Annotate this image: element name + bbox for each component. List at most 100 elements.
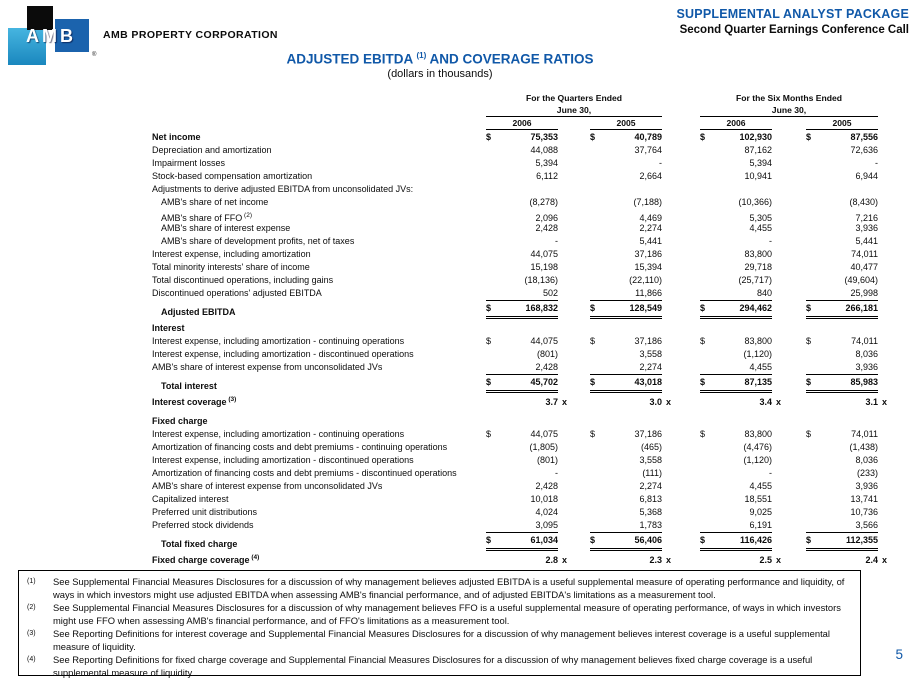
cell-number: 87,162 [744, 145, 772, 155]
cell-number: - [555, 468, 558, 478]
cell-number: 87,135 [744, 377, 772, 387]
cell-number: 2,274 [639, 362, 662, 372]
cell-number: 502 [542, 288, 558, 298]
cell-number: (465) [640, 442, 662, 452]
cell-value: (22,110) [590, 274, 662, 287]
dollar-sign: $ [590, 132, 596, 142]
cell-suffix [878, 306, 890, 319]
cell-number: 5,305 [749, 213, 772, 223]
cell-number: 40,789 [634, 132, 662, 142]
cell-suffix [558, 467, 590, 480]
cell-number: 10,018 [530, 494, 558, 504]
cell-value: (25,717) [700, 274, 772, 287]
cell-number: 37,186 [634, 249, 662, 259]
cell-number: 266,181 [845, 303, 878, 313]
table-row: Adjusted EBITDA $168,832 $128,549 $294,462 $… [152, 300, 892, 319]
cell-suffix [878, 454, 890, 467]
cell-value: 10,736 [806, 506, 878, 519]
cell-suffix [662, 538, 700, 551]
cell-suffix [878, 170, 890, 183]
cell-suffix [662, 157, 700, 170]
table-row: Preferred stock dividends 3,095 1,783 6,191… [152, 519, 892, 532]
table-row: Interest expense, including amortization… [152, 428, 892, 441]
cell-suffix [772, 222, 806, 235]
cell-suffix [558, 261, 590, 274]
dollar-sign: $ [806, 303, 812, 313]
cell-number: 4,455 [749, 362, 772, 372]
cell-suffix [558, 196, 590, 209]
cell-value: 6,944 [806, 170, 878, 183]
cell-number: 5,394 [535, 158, 558, 168]
cell-suffix [772, 306, 806, 319]
cell-value: (111) [590, 467, 662, 480]
row-label: AMB's share of interest expense from unc… [152, 481, 383, 491]
footnote: (4) See Reporting Definitions for fixed c… [27, 654, 850, 680]
table-row: Amortization of financing costs and debt… [152, 467, 892, 480]
cell-number: 11,866 [635, 288, 662, 298]
table-row: Interest expense, including amortization… [152, 348, 892, 361]
table-body: Net income $75,353 $40,789 $102,930 $87,556 D… [152, 131, 892, 565]
cell-value: (8,430) [806, 196, 878, 209]
cell-suffix [558, 222, 590, 235]
table-row: AMB's share of net income (8,278) (7,188) (… [152, 196, 892, 209]
cell-number: 83,800 [744, 336, 772, 346]
cell-suffix [878, 467, 890, 480]
dollar-sign: $ [806, 132, 812, 142]
cell-number: 128,549 [629, 303, 662, 313]
cell-suffix [878, 506, 890, 519]
cell-suffix [558, 274, 590, 287]
cell-suffix [878, 428, 890, 441]
ebitda-table: For the Quarters Ended June 30, For the … [152, 92, 892, 565]
cell-value: 5,394 [700, 157, 772, 170]
dollar-sign: $ [590, 336, 596, 346]
cell-value: 6,112 [486, 170, 558, 183]
cell-value: 5,394 [486, 157, 558, 170]
cell-value: 3,936 [806, 361, 878, 374]
cell-value: $87,135 [700, 374, 772, 393]
cell-number: 4,455 [749, 481, 772, 491]
cell-suffix: x [776, 397, 782, 407]
cell-value: (801) [486, 454, 558, 467]
cell-number: 37,764 [634, 145, 662, 155]
row-label: Preferred unit distributions [152, 507, 258, 517]
cell-suffix [772, 467, 806, 480]
cell-suffix [772, 348, 806, 361]
cell-number: 3.4 [759, 397, 772, 407]
dollar-sign: $ [700, 132, 706, 142]
row-label: Total interest [161, 381, 217, 391]
cell-value: 8,036 [806, 454, 878, 467]
footnote: (1) See Supplemental Financial Measures D… [27, 576, 850, 602]
cell-value: 10,018 [486, 493, 558, 506]
section-header-row: Interest [152, 322, 892, 335]
logo-blue-square [55, 19, 89, 52]
cell-number: (10,366) [738, 197, 772, 207]
cell-number: 29,718 [744, 262, 772, 272]
row-label: AMB's share of development profits, net … [161, 236, 355, 246]
cell-number: 37,186 [634, 429, 662, 439]
cell-value: (10,366) [700, 196, 772, 209]
cell-suffix [662, 361, 700, 374]
dollar-sign: $ [590, 429, 596, 439]
cell-suffix: x [562, 555, 568, 565]
footnote-text: See Supplemental Financial Measures Disc… [53, 576, 845, 600]
footnote-text: See Reporting Definitions for fixed char… [53, 653, 813, 678]
cell-value: (18,136) [486, 274, 558, 287]
table-row: Impairment losses 5,394 - 5,394 - [152, 157, 892, 170]
cell-number: (4,476) [743, 442, 772, 452]
cell-value: $83,800 [700, 428, 772, 441]
cell-value: 2,428 [486, 361, 558, 374]
footnote: (2) See Supplemental Financial Measures D… [27, 602, 850, 628]
cell-suffix [662, 467, 700, 480]
cell-number: (7,188) [633, 197, 662, 207]
footnote-text: See Supplemental Financial Measures Disc… [53, 601, 841, 626]
package-subtitle: Second Quarter Earnings Conference Call [679, 23, 909, 36]
table-row: Fixed charge coverage (4) 2.8 x 2.3 x 2.5 x 2.4… [152, 551, 892, 565]
cell-value: 5,441 [806, 235, 878, 248]
cell-number: 3.1 [865, 397, 878, 407]
cell-number: - [659, 158, 662, 168]
cell-value: $37,186 [590, 428, 662, 441]
cell-number: 294,462 [739, 303, 772, 313]
table-row: Interest expense, including amortization… [152, 335, 892, 348]
cell-value [700, 183, 772, 196]
